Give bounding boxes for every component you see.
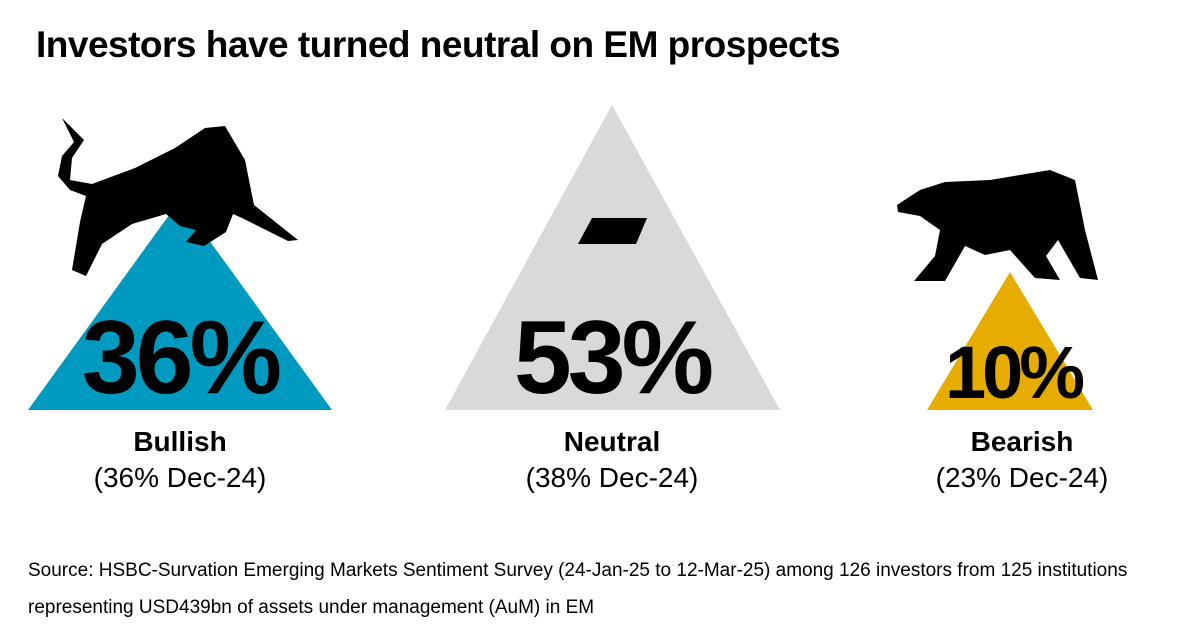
bullish-label-group: Bullish (36% Dec-24) — [30, 426, 330, 494]
bear-icon — [897, 170, 1098, 281]
page-title: Investors have turned neutral on EM pros… — [36, 24, 841, 65]
neutral-category-label: Neutral — [563, 426, 661, 457]
bullish-value-label: 36% — [82, 300, 280, 416]
bearish-value-label: 10% — [945, 331, 1083, 414]
bull-icon — [58, 118, 298, 276]
source-note: Source: HSBC-Survation Emerging Markets … — [28, 560, 1128, 618]
neutral-label-group: Neutral (38% Dec-24) — [462, 426, 762, 494]
neutral-previous-label: (38% Dec-24) — [525, 462, 699, 493]
bearish-triangle — [927, 272, 1093, 410]
neutral-value-label: 53% — [514, 300, 712, 416]
bearish-category-label: Bearish — [970, 426, 1074, 457]
bullish-category-label: Bullish — [133, 426, 227, 457]
bearish-previous-label: (23% Dec-24) — [935, 462, 1109, 493]
neutral-triangle — [445, 105, 780, 410]
bullish-previous-label: (36% Dec-24) — [93, 462, 267, 493]
bullish-triangle — [28, 200, 332, 410]
minus-icon — [578, 218, 647, 244]
bearish-label-group: Bearish (23% Dec-24) — [872, 426, 1172, 494]
